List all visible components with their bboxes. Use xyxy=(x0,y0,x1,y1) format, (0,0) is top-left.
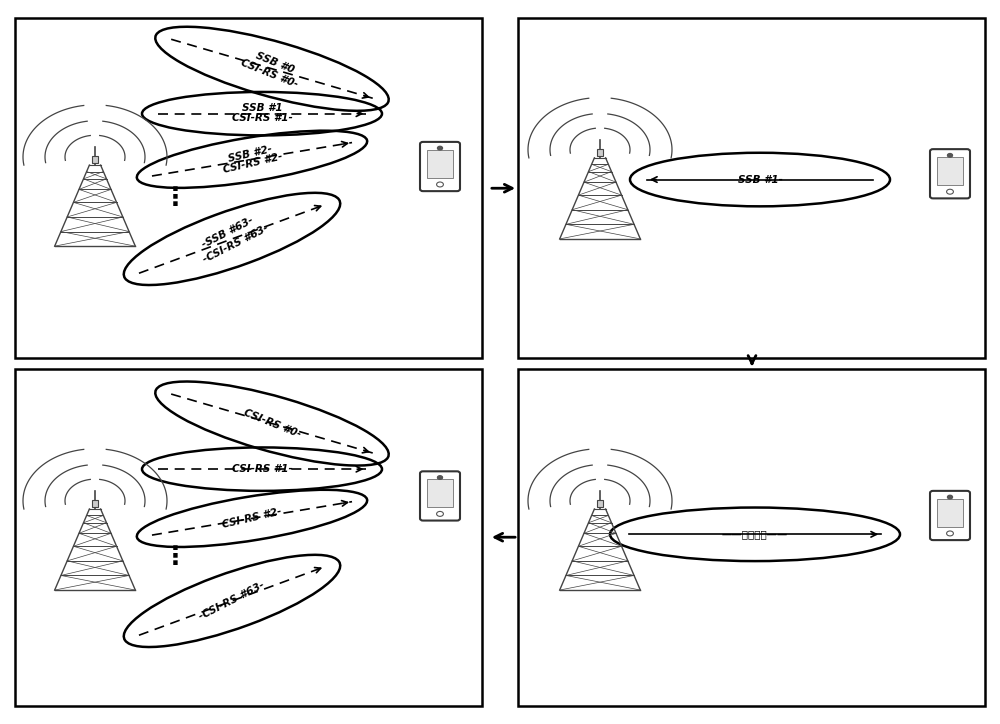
Text: CSI-RS #1-: CSI-RS #1- xyxy=(232,113,292,123)
Bar xyxy=(92,500,98,507)
Circle shape xyxy=(948,153,952,157)
Text: CSI-RS #2-: CSI-RS #2- xyxy=(223,152,284,175)
Text: SSB #1-: SSB #1- xyxy=(738,174,782,185)
Text: CSI-RS #1-: CSI-RS #1- xyxy=(232,464,292,474)
Text: SSB #1: SSB #1 xyxy=(242,104,282,113)
Text: SSB #0: SSB #0 xyxy=(255,51,296,75)
Bar xyxy=(518,369,985,706)
FancyBboxPatch shape xyxy=(930,149,970,198)
Text: ⋮: ⋮ xyxy=(162,186,188,211)
Text: ——业务信息——: ——业务信息—— xyxy=(722,529,788,539)
Circle shape xyxy=(948,495,952,499)
Bar xyxy=(92,156,98,163)
Text: CSI-RS #0-: CSI-RS #0- xyxy=(242,408,302,439)
Text: -SSB #63-: -SSB #63- xyxy=(200,216,255,251)
Text: CSI-RS #2-: CSI-RS #2- xyxy=(221,507,283,530)
Text: -CSI-RS #63-: -CSI-RS #63- xyxy=(198,580,266,622)
Bar xyxy=(427,150,453,178)
Bar xyxy=(597,500,603,507)
Bar xyxy=(15,18,482,358)
Bar xyxy=(427,479,453,507)
Bar xyxy=(15,369,482,706)
Text: SSB #2-: SSB #2- xyxy=(227,144,273,164)
Text: -CSI-RS #63-: -CSI-RS #63- xyxy=(201,223,270,264)
Circle shape xyxy=(438,146,442,150)
FancyBboxPatch shape xyxy=(420,471,460,521)
FancyBboxPatch shape xyxy=(420,142,460,191)
Text: CSI-RS #0-: CSI-RS #0- xyxy=(239,58,299,90)
Text: ⋮: ⋮ xyxy=(162,545,188,570)
Bar xyxy=(937,499,963,527)
Bar xyxy=(597,148,603,156)
Bar xyxy=(518,18,985,358)
Bar xyxy=(937,157,963,185)
FancyBboxPatch shape xyxy=(930,491,970,540)
Circle shape xyxy=(438,476,442,479)
